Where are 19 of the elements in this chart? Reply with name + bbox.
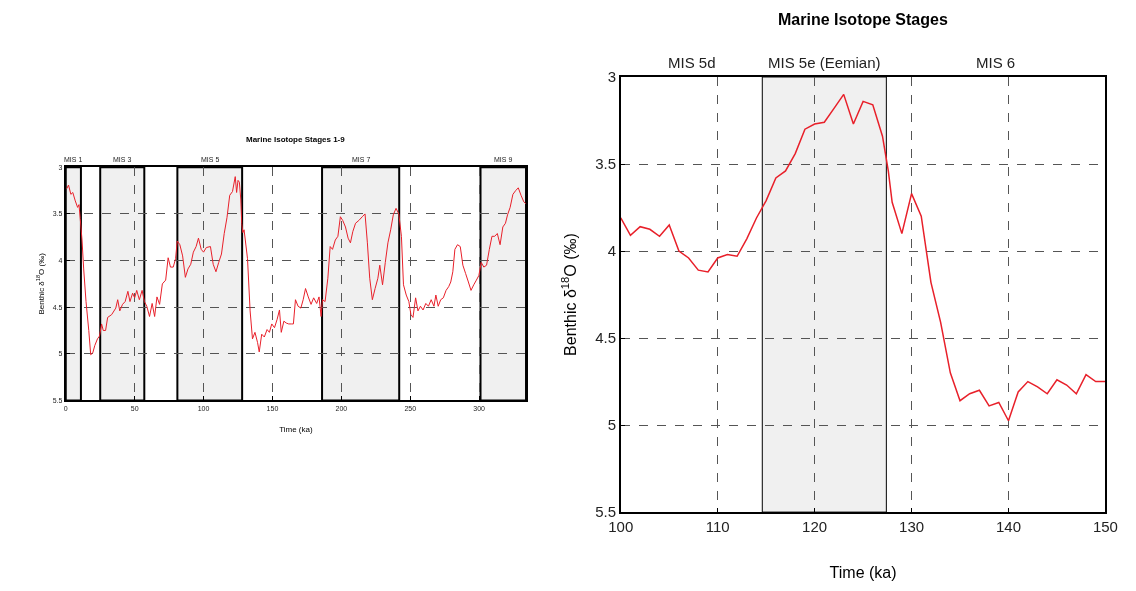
y-tick-label: 5 <box>607 416 617 434</box>
line-series <box>620 93 1106 422</box>
x-tick-label: 150 <box>1092 517 1118 535</box>
chart-title: Marine Isotope Stages <box>778 11 948 28</box>
line-series <box>66 176 526 356</box>
x-axis-title: Time (ka) <box>279 424 313 434</box>
y-tick-label: 4 <box>607 242 617 260</box>
x-tick-label: 110 <box>705 517 730 535</box>
chart-title: Marine Isotope Stages 1-9 <box>246 135 346 144</box>
text: MIS 5d <box>668 54 716 71</box>
x-tick-label: 120 <box>802 517 828 535</box>
text: MIS 6 <box>976 54 1016 71</box>
x-tick-label: 130 <box>899 517 925 535</box>
y-tick-label: 3.5 <box>595 155 617 173</box>
x-axis-title: Time (ka) <box>829 564 897 582</box>
y-tick-label: 3 <box>607 68 617 86</box>
y-tick-label: 4.5 <box>595 329 617 347</box>
x-tick-label: 140 <box>995 517 1021 535</box>
band-label: MIS 5e (Eemian) <box>768 54 881 71</box>
